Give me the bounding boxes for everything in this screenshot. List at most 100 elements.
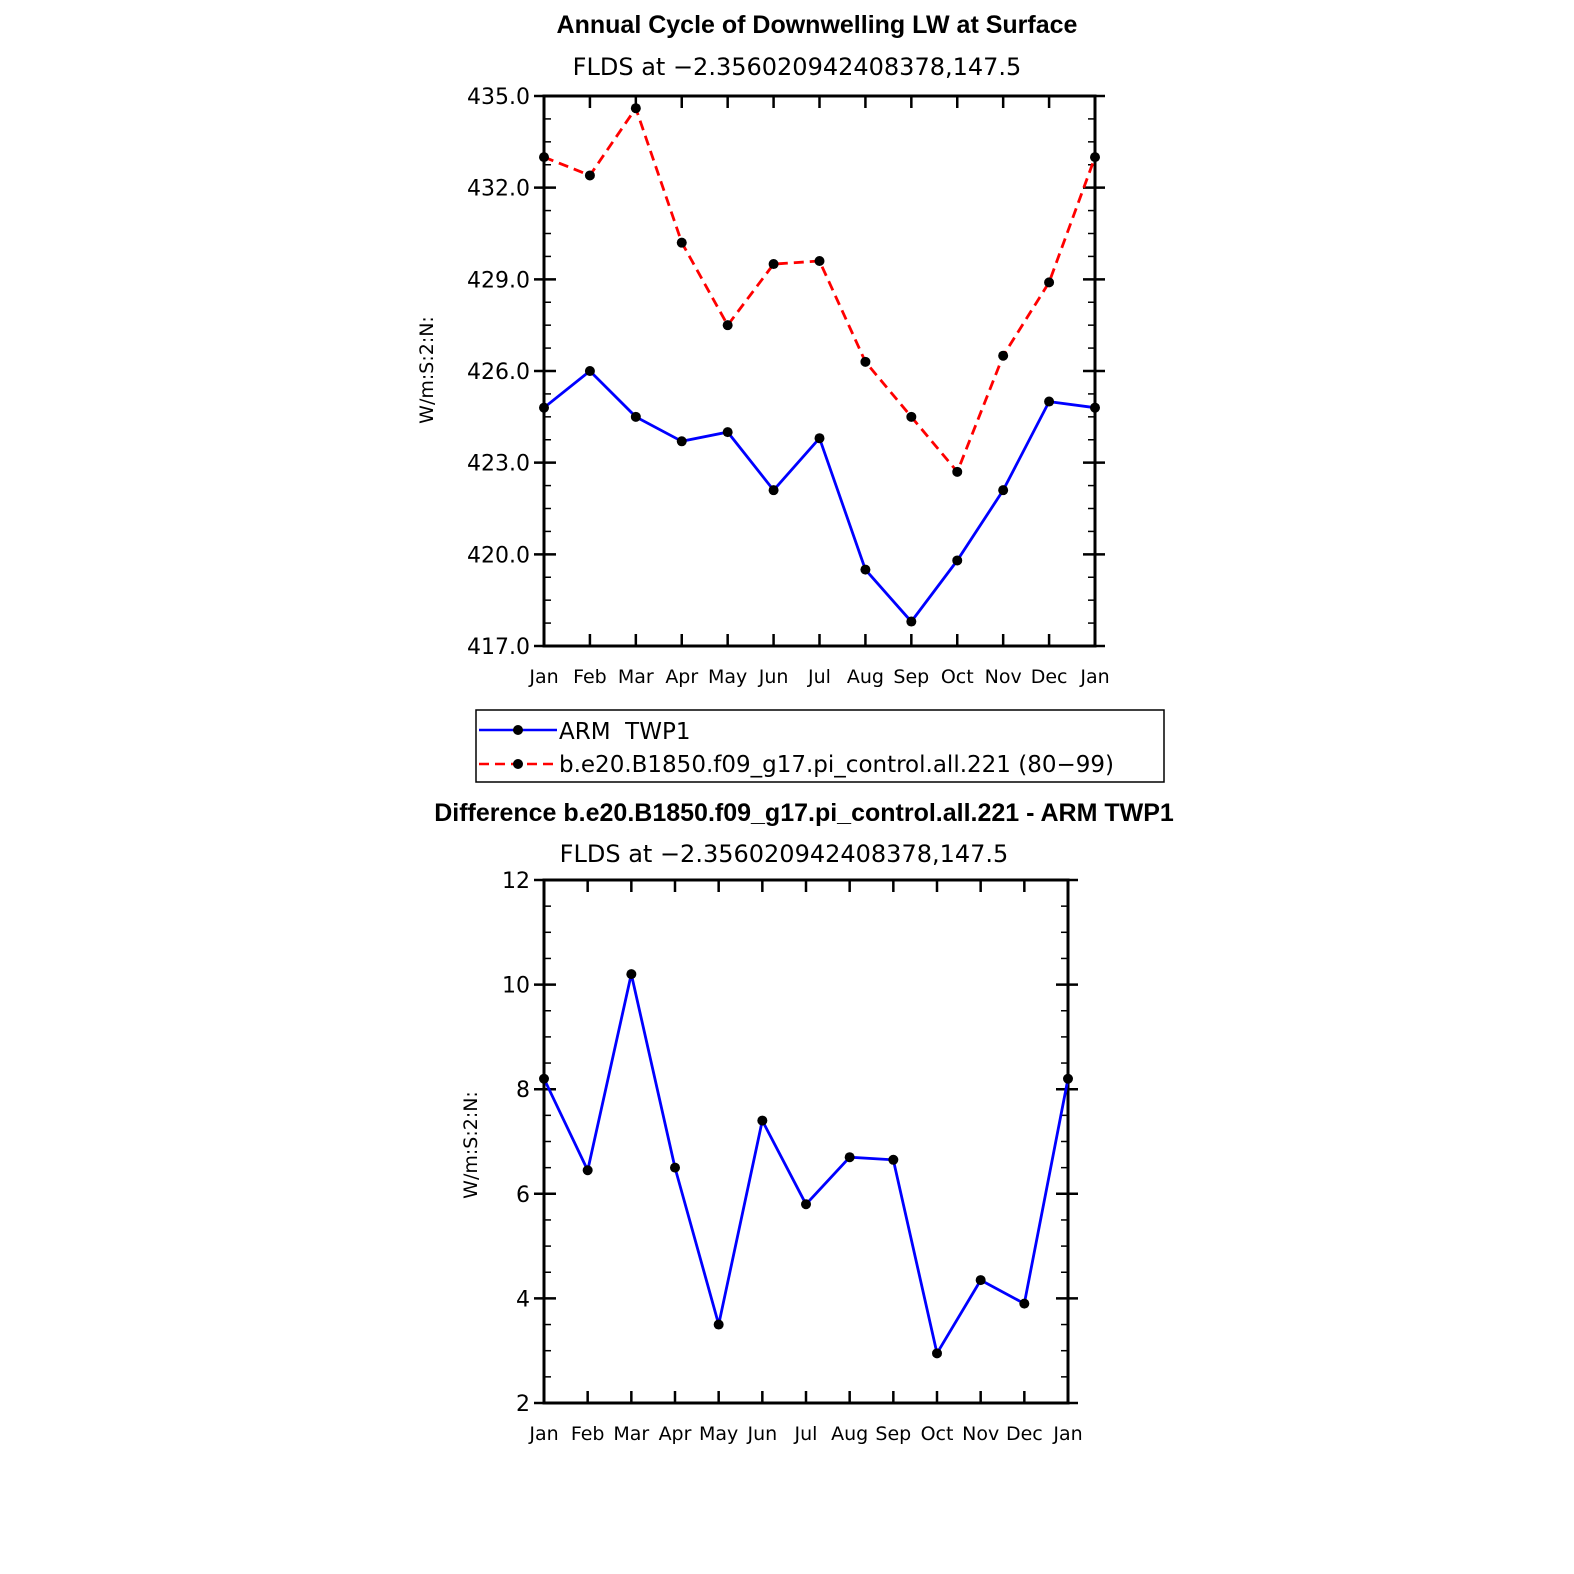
data-point <box>932 1348 942 1359</box>
legend-marker-arm <box>513 725 523 735</box>
data-point <box>713 1319 724 1330</box>
y-tick-label: 4 <box>516 1287 530 1312</box>
x-tick-label: Nov <box>962 1423 999 1445</box>
difference-chart: Difference b.e20.B1850.f09_g17.pi_contro… <box>434 799 1174 1445</box>
data-point <box>801 1199 811 1210</box>
data-point <box>1019 1298 1030 1309</box>
y-tick-label: 429.0 <box>467 268 530 293</box>
x-tick-label: Jan <box>1052 1423 1082 1445</box>
data-point <box>906 616 917 627</box>
data-point <box>676 436 687 447</box>
x-tick-label: Apr <box>659 1423 692 1445</box>
x-tick-label: Jan <box>528 1423 558 1445</box>
x-tick-label: Dec <box>1031 666 1068 688</box>
x-tick-label: Aug <box>847 666 884 688</box>
data-point <box>998 350 1009 361</box>
chart2-ylabel: W/m:S:2:N: <box>460 1091 482 1199</box>
series-line-0 <box>543 369 1096 624</box>
data-point <box>1090 152 1100 163</box>
series-line-1 <box>543 105 1097 475</box>
x-tick-label: Aug <box>831 1423 868 1445</box>
chart1-title: Annual Cycle of Downwelling LW at Surfac… <box>557 11 1078 39</box>
x-tick-label: May <box>708 666 747 688</box>
chart1-subtitle: FLDS at −2.356020942408378,147.5 <box>573 53 1022 81</box>
y-tick-label: 420.0 <box>467 543 530 568</box>
data-point <box>630 103 641 114</box>
x-tick-label: Sep <box>893 666 929 688</box>
x-tick-label: Jan <box>528 666 558 688</box>
x-tick-label: Apr <box>665 666 698 688</box>
x-tick-label: Feb <box>573 666 607 688</box>
legend-label-arm: ARM TWP1 <box>559 719 690 745</box>
data-point <box>906 411 917 422</box>
data-point <box>1090 402 1100 413</box>
chart1-plot-frame <box>542 94 1097 648</box>
y-tick-label: 8 <box>516 1078 530 1103</box>
data-point <box>582 1165 593 1176</box>
x-tick-label: Jun <box>746 1423 777 1445</box>
annual-cycle-chart: Annual Cycle of Downwelling LW at Surfac… <box>416 11 1165 783</box>
data-point <box>1044 396 1055 407</box>
data-point <box>626 969 637 980</box>
legend-label-model: b.e20.B1850.f09_g17.pi_control.all.221 (… <box>559 752 1114 778</box>
data-point <box>584 366 595 376</box>
x-tick-label: Nov <box>985 666 1022 688</box>
chart1-axes: Jan Feb Mar Apr May Jun Jul Aug Sep Oct Nov Dec Jan 4… <box>467 85 1110 688</box>
legend-marker-model <box>513 759 523 769</box>
data-point <box>1063 1073 1073 1084</box>
data-point <box>998 485 1009 496</box>
data-point <box>722 427 733 438</box>
data-point <box>539 402 549 413</box>
x-tick-label: Dec <box>1006 1423 1043 1445</box>
x-tick-label: Oct <box>941 666 974 688</box>
x-tick-label: May <box>699 1423 738 1445</box>
x-tick-label: Jun <box>758 666 789 688</box>
x-tick-label: Jul <box>807 666 831 688</box>
data-point <box>676 237 687 248</box>
x-tick-label: Sep <box>875 1423 911 1445</box>
y-tick-label: 426.0 <box>467 360 530 385</box>
data-point <box>888 1154 899 1165</box>
data-point <box>722 320 733 331</box>
data-point <box>814 256 825 266</box>
data-point <box>757 1115 768 1126</box>
data-point <box>768 485 779 496</box>
x-tick-label: Mar <box>613 1423 649 1445</box>
y-tick-label: 12 <box>502 869 530 894</box>
chart1-ylabel: W/m:S:2:N: <box>416 316 438 424</box>
data-point <box>584 170 595 181</box>
data-point <box>844 1152 855 1163</box>
y-tick-label: 2 <box>516 1392 530 1417</box>
x-tick-label: Jul <box>794 1423 818 1445</box>
y-tick-label: 6 <box>516 1183 530 1208</box>
x-tick-label: Mar <box>618 666 654 688</box>
y-tick-label: 432.0 <box>467 177 530 202</box>
chart2-subtitle: FLDS at −2.356020942408378,147.5 <box>560 840 1009 868</box>
chart1-series <box>539 103 1100 627</box>
data-point <box>952 555 963 566</box>
legend: ARM TWP1 b.e20.B1850.f09_g17.pi_control.… <box>475 709 1165 783</box>
data-point <box>768 259 779 270</box>
legend-box <box>475 709 1165 783</box>
series-line-0 <box>542 973 1070 1358</box>
chart2-plot-frame <box>542 878 1070 1405</box>
x-tick-label: Oct <box>921 1423 954 1445</box>
chart2-axes: Jan Feb Mar Apr May Jun Jul Aug Sep Oct Nov Dec Jan 2… <box>502 869 1083 1445</box>
data-point <box>860 356 871 367</box>
data-point <box>860 564 871 575</box>
data-point <box>630 411 641 422</box>
y-tick-label: 417.0 <box>467 635 530 660</box>
data-point <box>1044 277 1055 288</box>
data-point <box>539 1073 549 1084</box>
x-tick-label: Feb <box>571 1423 605 1445</box>
y-tick-label: 435.0 <box>467 85 530 110</box>
data-point <box>975 1275 986 1286</box>
data-point <box>539 152 549 163</box>
x-tick-label: Jan <box>1079 666 1109 688</box>
data-point <box>814 433 825 444</box>
y-tick-label: 10 <box>502 974 530 999</box>
chart2-series <box>539 969 1073 1359</box>
data-point <box>952 466 963 477</box>
y-tick-label: 423.0 <box>467 452 530 477</box>
